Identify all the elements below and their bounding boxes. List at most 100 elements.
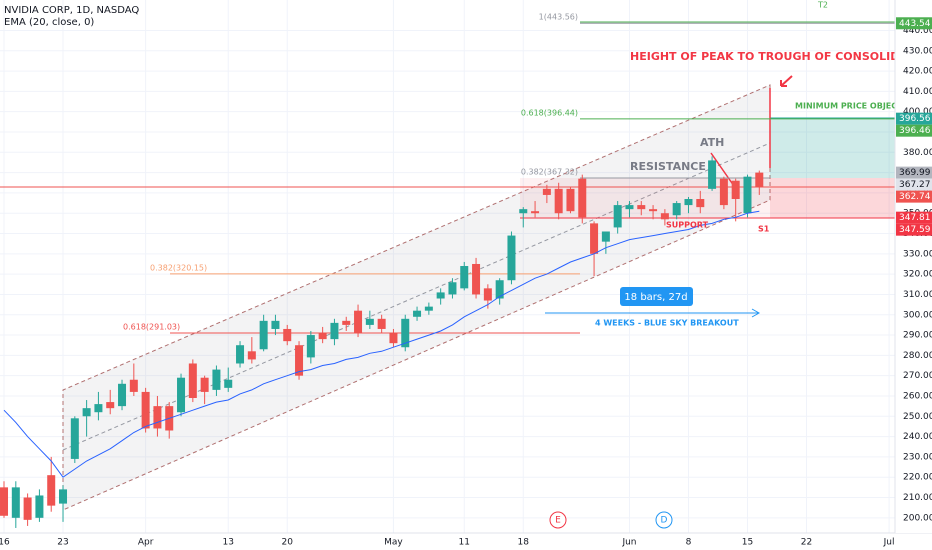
- resistance: RESISTANCE: [630, 160, 706, 173]
- channel: [62, 84, 771, 511]
- axis-labels: 200.00 210.00 220.00 230.00 240.00 250.00 260.…: [0, 17, 932, 548]
- price-badge: [896, 166, 932, 179]
- y-tick-label: 440.00: [903, 26, 932, 36]
- candle-body: [0, 487, 9, 516]
- candle-body: [448, 282, 457, 295]
- price-label: 347.59: [899, 225, 931, 235]
- candle-body: [106, 402, 115, 409]
- price-badge: [896, 178, 932, 191]
- candle-body: [578, 178, 587, 218]
- x-tick-label: 8: [686, 538, 692, 548]
- x-tick-label: 23: [57, 538, 68, 548]
- x-tick-label: 22: [801, 538, 812, 548]
- bars-box: [620, 287, 693, 306]
- candle-body: [401, 318, 410, 348]
- fib-label: 0.382(320.15): [150, 263, 207, 272]
- y-tick-label: 210.00: [903, 493, 932, 503]
- t2: T2: [817, 1, 828, 10]
- candle-body: [696, 199, 705, 208]
- candle-body: [70, 418, 79, 459]
- y-tick-label: 330.00: [903, 249, 932, 259]
- y-tick-label: 280.00: [903, 351, 932, 361]
- price-badge: [896, 124, 932, 137]
- candle-body: [118, 383, 127, 407]
- fib-label: 0.382(367.32): [521, 168, 578, 177]
- candle-body: [424, 306, 433, 311]
- candle-body: [389, 333, 398, 344]
- candle-body: [743, 176, 752, 214]
- candle-body: [708, 160, 717, 189]
- fib-label: 1(443.56): [539, 13, 578, 22]
- x-tick-label: May: [384, 538, 403, 548]
- y-tick-label: 320.00: [903, 270, 932, 280]
- candle-body: [94, 404, 103, 413]
- y-tick-label: 430.00: [903, 46, 932, 56]
- candle-body: [377, 318, 386, 329]
- candle-body: [259, 320, 268, 350]
- price-label: 347.81: [899, 213, 931, 223]
- candle-body: [531, 211, 540, 214]
- candle-body: [129, 379, 138, 392]
- candle-body: [153, 406, 162, 429]
- y-tick-label: 300.00: [903, 310, 932, 320]
- candle-body: [247, 351, 256, 360]
- price-badge: [896, 211, 932, 224]
- y-tick-label: 420.00: [903, 67, 932, 77]
- candle-body: [637, 205, 646, 210]
- candle-body: [613, 205, 622, 228]
- candle-body: [224, 379, 233, 388]
- candle-body: [413, 310, 422, 317]
- chart-title: NVIDIA CORP, 1D, NASDAQ: [4, 5, 139, 16]
- candle-body: [566, 188, 575, 212]
- price-label: 369.99: [899, 168, 931, 178]
- candle-body: [495, 280, 504, 299]
- candle-body: [11, 487, 20, 518]
- candle-body: [59, 489, 68, 504]
- candle-body: [271, 320, 280, 329]
- objective: MINIMUM PRICE OBJECTIVE: [795, 102, 917, 111]
- arrow-head: [751, 308, 761, 318]
- candle-body: [590, 223, 599, 254]
- candle-body: [318, 333, 327, 340]
- target-zone: [770, 118, 895, 178]
- price-badge: [896, 17, 932, 30]
- y-tick-label: 200.00: [903, 513, 932, 523]
- price-label: 367.27: [899, 180, 931, 190]
- support: SUPPORT: [666, 221, 709, 230]
- y-axis-band: [895, 0, 932, 533]
- y-tick-label: 310.00: [903, 290, 932, 300]
- candle-body: [483, 288, 492, 301]
- x-tick-label: Apr: [138, 538, 154, 548]
- arrow: [780, 75, 793, 87]
- ath: ATH: [700, 136, 724, 149]
- x-tick-label: 18: [518, 538, 530, 548]
- candle-body: [82, 408, 91, 417]
- candle-body: [295, 345, 304, 376]
- candle-body: [283, 328, 292, 342]
- candle-body: [365, 318, 374, 325]
- x-tick-label: 16: [0, 538, 10, 548]
- candle-body: [35, 495, 44, 518]
- candle-body: [330, 322, 339, 340]
- y-tick-label: 230.00: [903, 452, 932, 462]
- ema-line: [3, 210, 760, 478]
- candle-body: [660, 213, 669, 220]
- candle-body: [460, 266, 469, 289]
- earnings-label: E: [555, 516, 561, 526]
- candle-body: [236, 345, 245, 364]
- candle-body: [507, 235, 516, 281]
- candle-body: [601, 231, 610, 242]
- y-tick-label: 220.00: [903, 473, 932, 483]
- fib-label: 0.618(396.44): [521, 108, 578, 117]
- price-label: 443.54: [899, 19, 931, 29]
- candle-body: [542, 188, 551, 195]
- y-tick-label: 260.00: [903, 391, 932, 401]
- x-axis-band: [0, 533, 932, 550]
- x-tick-label: 20: [282, 538, 294, 548]
- candle-body: [719, 178, 728, 206]
- candle-body: [212, 369, 221, 390]
- fib-label: 0.618(291.03): [123, 322, 180, 331]
- candle-body: [554, 188, 563, 214]
- candle-body: [342, 320, 351, 325]
- y-tick-label: 290.00: [903, 331, 932, 341]
